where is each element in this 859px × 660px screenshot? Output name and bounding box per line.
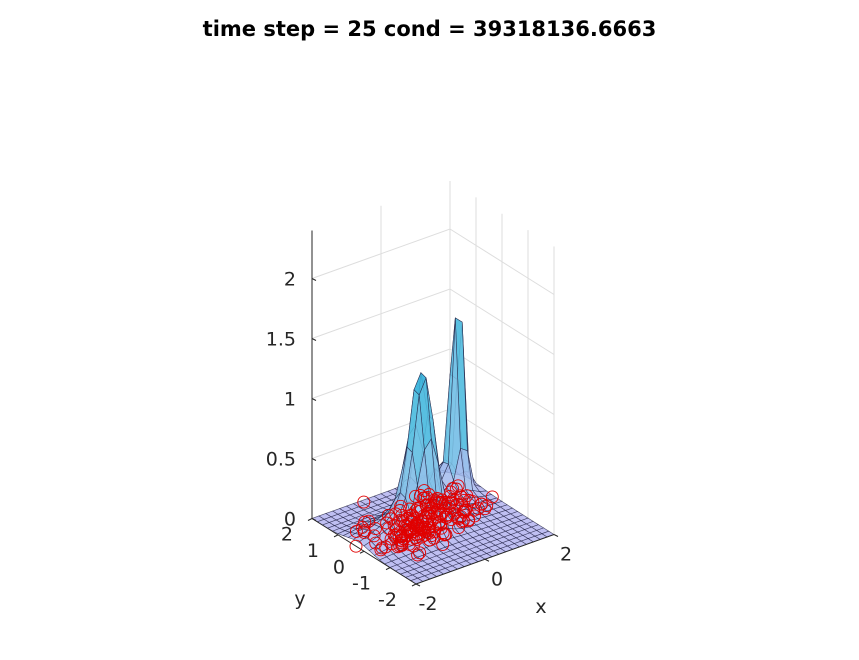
scatter-point [387, 528, 401, 542]
scatter-point [459, 504, 472, 517]
scatter-point [403, 509, 417, 522]
z-tick-label: 2 [284, 269, 296, 291]
chart-title: time step = 25 cond = 39318136.6663 [202, 17, 657, 41]
scatter-point [375, 541, 389, 555]
scatter-point [451, 479, 465, 493]
z-tick-label: 1.5 [266, 329, 296, 351]
y-tick [385, 567, 391, 571]
x-tick-label: 2 [560, 544, 572, 566]
scatter-point [435, 493, 449, 507]
x-tick-label: 0 [491, 568, 503, 590]
scatter-point [444, 513, 458, 527]
scatter-point [380, 516, 394, 530]
scatter-point [374, 543, 388, 557]
scatter-point [438, 528, 452, 542]
scatter-point [420, 517, 434, 531]
y-tick [359, 550, 365, 554]
scatter-point [405, 516, 419, 529]
scatter-point [433, 508, 447, 522]
scatter-point [389, 530, 403, 544]
scatter-point [453, 489, 467, 503]
scatter-point [410, 533, 424, 547]
scatter-point [475, 497, 489, 511]
x-axis-label: x [535, 596, 546, 618]
y-tick [307, 518, 313, 521]
scatter-point [393, 504, 407, 517]
y-tick-label: 0 [333, 556, 345, 578]
scatter-point [418, 528, 432, 542]
scatter-point [417, 491, 431, 505]
scatter-point [446, 492, 460, 506]
y-tick-label: 1 [307, 540, 319, 562]
scatter-point [362, 514, 376, 528]
scatter-point [357, 495, 371, 509]
axis-lines [307, 230, 559, 587]
z-tick [311, 458, 317, 461]
scatter-point [413, 546, 427, 560]
scatter-point [436, 537, 450, 551]
scatter-point [455, 497, 469, 511]
grid-lines [311, 181, 555, 535]
z-tick-label: 0.5 [266, 449, 296, 471]
scatter-point [381, 508, 395, 522]
y-tick-label: -1 [352, 573, 371, 595]
scatter-point [478, 502, 492, 516]
scatter-point [392, 530, 406, 544]
x-tick [484, 558, 490, 562]
scatter-point [395, 529, 409, 543]
x-tick [553, 534, 559, 537]
z-tick-label: 1 [284, 389, 296, 411]
y-axis-label: y [294, 588, 305, 610]
scatter-point [410, 528, 424, 542]
scatter-point [452, 521, 466, 535]
z-tick-label: 0 [284, 509, 296, 531]
scatter-point [423, 533, 437, 547]
scatter-point [419, 498, 433, 512]
z-tick [311, 278, 317, 281]
scatter-point [414, 489, 427, 502]
scatter-point [417, 484, 431, 498]
z-tick [311, 518, 317, 521]
scatter-point [349, 525, 363, 538]
scatter-point [404, 515, 418, 528]
y-tick-label: -2 [378, 589, 397, 611]
x-tick-label: -2 [419, 593, 438, 615]
scatter-point [411, 548, 425, 562]
y-tick-label: 2 [281, 524, 293, 546]
y-tick [411, 583, 417, 587]
scatter-point [411, 526, 425, 540]
scatter-point [485, 490, 499, 504]
scatter-markers [349, 479, 499, 562]
z-tick [311, 398, 317, 401]
scatter-point [403, 502, 417, 516]
x-tick [415, 583, 421, 587]
z-tick [311, 338, 317, 341]
y-tick [333, 534, 339, 538]
scatter-point [420, 506, 434, 520]
scatter-point [367, 529, 381, 543]
scatter-point [442, 499, 456, 513]
scatter-point [401, 518, 415, 531]
scatter-point [382, 521, 396, 535]
scatter-point [394, 499, 408, 513]
scatter-point [349, 539, 363, 553]
